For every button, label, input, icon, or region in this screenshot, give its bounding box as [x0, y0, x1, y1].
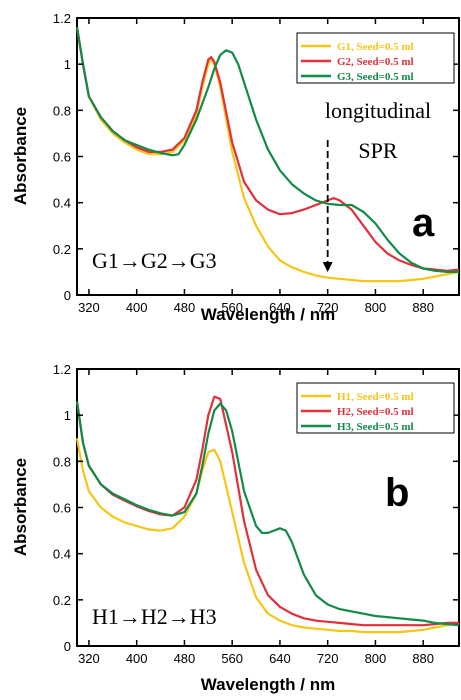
panel-label-a: a: [412, 201, 435, 245]
x-tick-label: 480: [174, 651, 196, 666]
y-tick-label: 0: [64, 288, 71, 303]
y-tick-label: 0.4: [53, 196, 71, 211]
series-group-b: [75, 395, 460, 634]
y-tick-label: 0.6: [53, 150, 71, 165]
x-tick-label: 640: [269, 651, 291, 666]
y-tick-label: 0.4: [53, 547, 71, 562]
series-line-a-1: [75, 27, 460, 283]
y-axis-title-a: Absorbance: [11, 107, 30, 205]
chart-panel-a: 320 400 480 560 640 720 800 880 0 0.2 0.4 0.6 0.8 1 1…: [11, 11, 460, 324]
y-tick-label: 0: [64, 639, 71, 654]
x-tick-label: 640: [269, 300, 291, 315]
series-line-b-3: [75, 401, 460, 627]
series-line-a-3: [75, 27, 459, 273]
x-tick-label: 720: [317, 651, 339, 666]
x-tick-label: 400: [126, 651, 148, 666]
x-tick-label: 320: [78, 651, 100, 666]
sample-sequence-g: G1→G2→G3: [92, 248, 217, 273]
x-tick-label: 560: [221, 651, 243, 666]
legend-label-g3: G3, Seed=0.5 ml: [337, 71, 414, 83]
legend-label-g1: G1, Seed=0.5 ml: [337, 41, 414, 53]
chart-panel-b: 320 400 480 560 640 720 800 880 0 0.2 0.4 0.6 0.8 1 1…: [11, 362, 460, 694]
y-ticks-b: 0 0.2 0.4 0.6 0.8 1 1.2: [53, 362, 459, 654]
series-line-a-2: [75, 27, 460, 272]
y-tick-label: 0.2: [53, 593, 71, 608]
series-group-a: [75, 27, 460, 283]
panel-label-b: b: [385, 471, 409, 515]
x-tick-label: 400: [126, 300, 148, 315]
legend-box-b: [296, 382, 455, 434]
x-tick-label: 720: [317, 300, 339, 315]
series-line-b-1: [75, 438, 460, 634]
y-tick-label: 1.2: [53, 362, 71, 377]
y-tick-label: 0.2: [53, 242, 71, 257]
legend-a: G1, Seed=0.5 ml G2, Seed=0.5 ml G3, Seed…: [296, 32, 455, 84]
y-tick-label: 0.6: [53, 501, 71, 516]
annotation-spr: SPR: [358, 138, 397, 163]
x-axis-title-b: Wavelength / nm: [201, 675, 335, 694]
x-tick-label: 800: [365, 300, 387, 315]
y-tick-label: 1: [64, 408, 71, 423]
x-ticks-a: 320 400 480 560 640 720 800 880: [78, 18, 434, 315]
legend-label-g2: G2, Seed=0.5 ml: [337, 56, 414, 68]
y-axis-title-b: Absorbance: [11, 458, 30, 556]
x-tick-label: 880: [412, 651, 434, 666]
legend-label-h2: H2, Seed=0.5 ml: [337, 406, 414, 418]
legend-box-a: [296, 32, 455, 84]
y-tick-label: 1.2: [53, 11, 71, 26]
legend-label-h3: H3, Seed=0.5 ml: [337, 421, 414, 433]
y-tick-label: 0.8: [53, 454, 71, 469]
x-tick-label: 800: [365, 651, 387, 666]
x-tick-label: 560: [221, 300, 243, 315]
x-ticks-b: 320 400 480 560 640 720 800 880: [78, 369, 434, 666]
sample-sequence-h: H1→H2→H3: [92, 604, 217, 629]
y-ticks-a: 0 0.2 0.4 0.6 0.8 1 1.2: [53, 11, 459, 303]
y-tick-label: 0.8: [53, 103, 71, 118]
x-tick-label: 880: [412, 300, 434, 315]
x-tick-label: 320: [78, 300, 100, 315]
annotation-longitudinal: longitudinal: [325, 98, 431, 123]
legend-label-h1: H1, Seed=0.5 ml: [337, 391, 414, 403]
x-tick-label: 480: [174, 300, 196, 315]
x-axis-title-a: Wavelength / nm: [201, 305, 335, 324]
y-tick-label: 1: [64, 57, 71, 72]
legend-b: H1, Seed=0.5 ml H2, Seed=0.5 ml H3, Seed…: [296, 382, 455, 434]
